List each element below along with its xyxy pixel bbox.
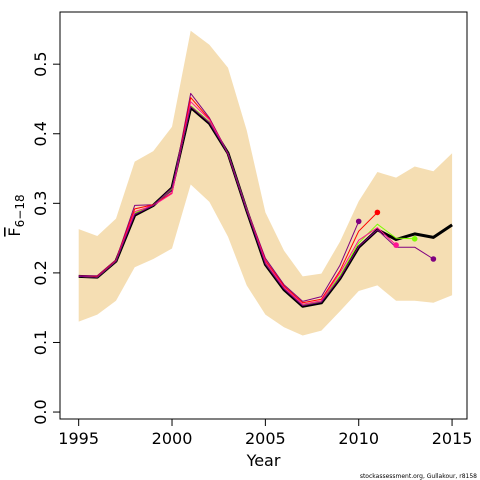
series-endpoint-retro-1: [355, 218, 362, 225]
y-axis-title-main: F: [5, 227, 24, 236]
series-layer: [78, 92, 453, 308]
y-axis-title-subscript: 6−18: [13, 194, 27, 227]
y-tick-label: 0.3: [31, 191, 50, 216]
x-tick-label: 2000: [152, 429, 193, 448]
x-tick-label: 2010: [338, 429, 379, 448]
x-tick-label: 2015: [432, 429, 473, 448]
x-axis-title: Year: [246, 451, 281, 470]
svg-text:F6−18: F6−18: [5, 194, 27, 236]
series-endpoint-retro-5: [430, 256, 437, 262]
series-endpoint-retro-3: [411, 236, 418, 242]
y-tick-label: 0.5: [31, 51, 50, 76]
series-endpoint-retro-4: [393, 242, 399, 248]
y-tick-label: 0.1: [31, 330, 50, 355]
axes-layer: 1995 2000 2005 2010 2015 0.0 0.1 0.2 0.3 0.4 0.5: [31, 51, 472, 448]
confidence-band-layer: [78, 30, 453, 336]
confidence-band: [78, 30, 453, 336]
credit-text: stockassessment.org, Gullakour, r8158: [360, 473, 477, 480]
y-tick-label: 0.4: [31, 121, 50, 146]
y-axis-title: F6−18: [5, 194, 27, 236]
y-tick-label: 0.0: [31, 399, 50, 424]
y-tick-label: 0.2: [31, 260, 50, 285]
x-tick-label: 1995: [58, 429, 99, 448]
x-tick-label: 2005: [245, 429, 286, 448]
series-line-retro-5: [78, 106, 434, 307]
series-endpoint-retro-2: [374, 209, 381, 216]
